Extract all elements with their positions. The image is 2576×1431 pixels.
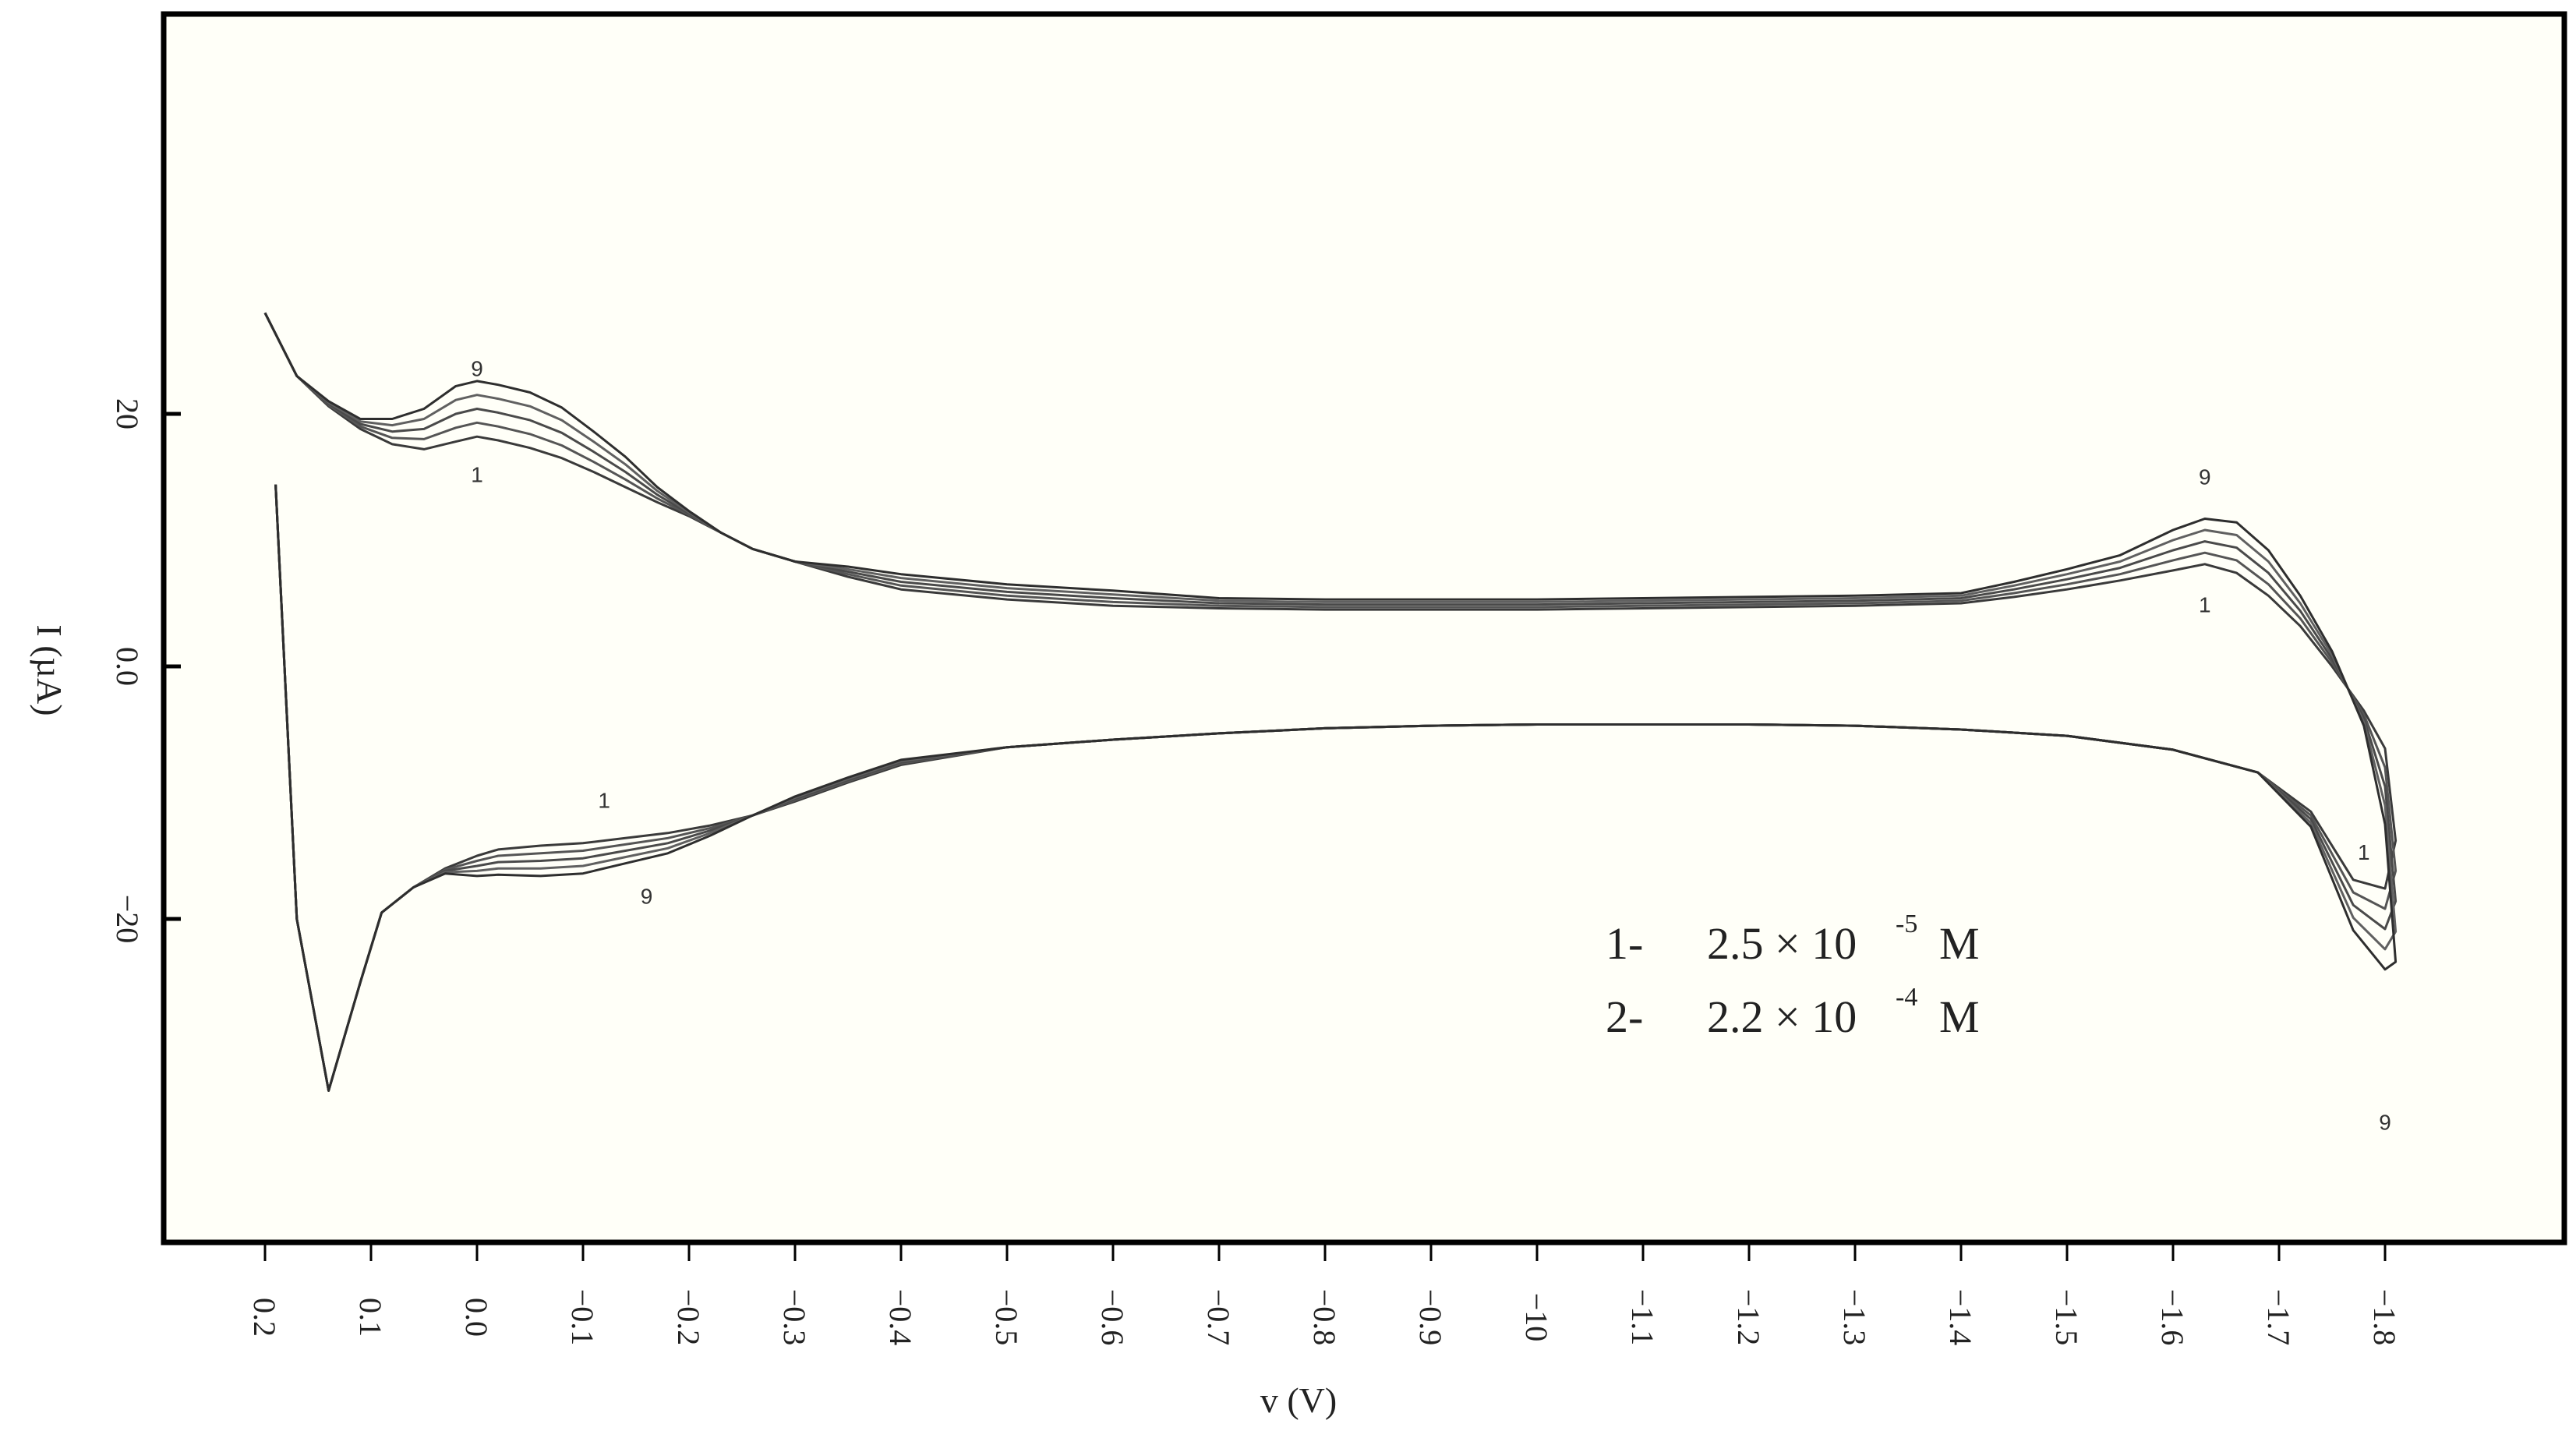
x-tick-17: −1.4 — [1943, 1289, 1978, 1346]
y-tick-2: 0.0 — [110, 647, 145, 686]
x-tick-2: 0.1 — [353, 1298, 388, 1337]
curve-annotation-5: 1 — [598, 788, 610, 812]
x-tick-label-9: −0.6 — [1095, 1289, 1130, 1346]
x-tick-8: −0.5 — [989, 1289, 1024, 1346]
x-tick-label-15: −1.2 — [1731, 1289, 1766, 1346]
x-tick-15: −1.2 — [1731, 1289, 1766, 1346]
x-tick-label-4: −0.1 — [565, 1289, 600, 1346]
x-tick-label-17: −1.4 — [1943, 1289, 1978, 1346]
curve-annotation-8: 9 — [2379, 1111, 2391, 1135]
y-axis-title-text: I (µA) — [30, 624, 69, 716]
legend-unit-1: M — [1939, 918, 1980, 969]
x-tick-label-21: −1.8 — [2367, 1289, 2402, 1346]
legend-mantissa-2: 2.2 × 10 — [1707, 991, 1857, 1042]
legend-entry-1: 1- 2.5 × 10 -5 M — [1606, 910, 1980, 969]
legend: 1- 2.5 × 10 -5 M 2- 2.2 × 10 -4 M — [1606, 910, 1980, 1042]
x-tick-14: −1.1 — [1625, 1289, 1660, 1346]
x-tick-9: −0.6 — [1095, 1289, 1130, 1346]
x-tick-label-13: −10 — [1519, 1293, 1554, 1342]
x-tick-13: −10 — [1519, 1293, 1554, 1342]
x-tick-label-8: −0.5 — [989, 1289, 1024, 1346]
x-tick-3: 0.0 — [459, 1298, 494, 1337]
x-tick-20: −1.7 — [2261, 1289, 2296, 1346]
curves-group — [263, 312, 2398, 1092]
legend-mantissa-1: 2.5 × 10 — [1707, 918, 1857, 969]
cv-curve-5 — [263, 312, 2398, 1092]
plot-frame — [161, 11, 2567, 1246]
legend-unit-2: M — [1939, 991, 1980, 1042]
y-tick-label-1: 20 — [110, 398, 145, 429]
x-axis-ticks: 0.2 0.1 0.0 −0.1 −0.2 −0.3 −0.4 −0.5 −0.6 −0.7 −0.… — [247, 1242, 2402, 1345]
curve-annotation-1: 9 — [471, 356, 483, 380]
y-axis-ticks: 20 0.0 −20 — [110, 398, 181, 943]
x-tick-5: −0.2 — [671, 1289, 706, 1346]
curve-annotation-4: 1 — [2199, 592, 2211, 617]
x-tick-label-6: −0.3 — [777, 1289, 812, 1346]
legend-prefix-1: 1- — [1606, 918, 1643, 969]
cv-curve-4 — [263, 312, 2398, 1092]
y-axis-title: I (µA) — [30, 624, 69, 716]
y-tick-3: −20 — [110, 895, 145, 944]
x-tick-12: −0.9 — [1413, 1289, 1448, 1346]
x-tick-label-2: 0.1 — [353, 1298, 388, 1337]
cv-curve-3 — [263, 312, 2398, 1092]
x-tick-6: −0.3 — [777, 1289, 812, 1346]
x-tick-1: 0.2 — [247, 1298, 282, 1337]
curve-annotations: 9 1 9 1 1 9 1 9 — [471, 356, 2391, 1134]
curve-annotation-6: 9 — [641, 885, 653, 909]
x-tick-18: −1.5 — [2049, 1289, 2084, 1346]
x-tick-4: −0.1 — [565, 1289, 600, 1346]
y-tick-1: 20 — [110, 398, 145, 429]
curve-annotation-7: 1 — [2358, 840, 2370, 864]
curve-annotation-3: 9 — [2199, 465, 2211, 489]
x-axis-title: v (V) — [1260, 1380, 1337, 1420]
x-tick-label-18: −1.5 — [2049, 1289, 2084, 1346]
x-tick-label-1: 0.2 — [247, 1298, 282, 1337]
curve-annotation-2: 1 — [471, 462, 483, 486]
x-tick-11: −0.8 — [1307, 1289, 1342, 1346]
x-tick-label-7: −0.4 — [883, 1289, 918, 1346]
x-tick-19: −1.6 — [2155, 1289, 2190, 1346]
x-tick-21: −1.8 — [2367, 1289, 2402, 1346]
cv-curve-1 — [263, 312, 2398, 1092]
legend-exponent-2: -4 — [1896, 983, 1917, 1012]
cv-curve-2 — [263, 312, 2398, 1092]
x-tick-label-3: 0.0 — [459, 1298, 494, 1337]
x-tick-label-20: −1.7 — [2261, 1289, 2296, 1346]
x-tick-label-19: −1.6 — [2155, 1289, 2190, 1346]
x-tick-label-14: −1.1 — [1625, 1289, 1660, 1346]
x-tick-label-12: −0.9 — [1413, 1289, 1448, 1346]
x-tick-16: −1.3 — [1837, 1289, 1872, 1346]
x-tick-label-5: −0.2 — [671, 1289, 706, 1346]
x-tick-7: −0.4 — [883, 1289, 918, 1346]
legend-entry-2: 2- 2.2 × 10 -4 M — [1606, 983, 1980, 1042]
x-tick-label-10: −0.7 — [1201, 1289, 1236, 1346]
legend-prefix-2: 2- — [1606, 991, 1643, 1042]
x-tick-10: −0.7 — [1201, 1289, 1236, 1346]
x-tick-label-11: −0.8 — [1307, 1289, 1342, 1346]
x-tick-label-16: −1.3 — [1837, 1289, 1872, 1346]
y-tick-label-2: 0.0 — [110, 647, 145, 686]
legend-exponent-1: -5 — [1896, 910, 1917, 938]
y-tick-label-3: −20 — [110, 895, 145, 944]
